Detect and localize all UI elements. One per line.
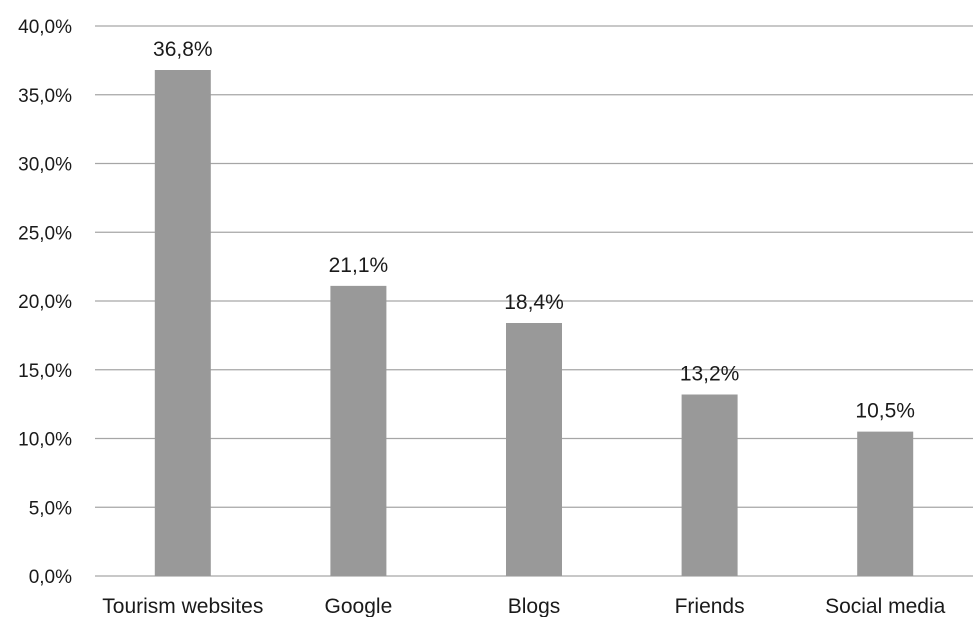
bars bbox=[154, 70, 914, 576]
y-tick-label: 35,0% bbox=[18, 86, 72, 107]
data-labels: 36,8% 21,1% 18,4% 13,2% 10,5% bbox=[153, 38, 915, 423]
y-tick-label: 30,0% bbox=[18, 155, 72, 176]
y-tick-label: 40,0% bbox=[18, 17, 72, 38]
x-category-label: Social media bbox=[825, 595, 946, 617]
bar-tourism-websites bbox=[154, 70, 211, 576]
bar-blogs bbox=[506, 323, 562, 576]
gridlines bbox=[95, 25, 973, 577]
x-category-label: Blogs bbox=[508, 595, 561, 617]
data-label: 36,8% bbox=[153, 38, 213, 61]
y-tick-label: 0,0% bbox=[29, 567, 72, 588]
y-tick-label: 20,0% bbox=[18, 292, 72, 313]
x-axis-category-labels: Tourism websites Google Blogs Friends Social… bbox=[102, 595, 945, 617]
x-category-label: Google bbox=[325, 595, 393, 617]
y-tick-label: 5,0% bbox=[29, 498, 72, 519]
bar-google bbox=[330, 285, 387, 576]
y-tick-label: 10,0% bbox=[18, 430, 72, 451]
y-axis-tick-labels: 0,0% 5,0% 10,0% 15,0% 20,0% 25,0% 30,0% 35,0% 40… bbox=[18, 17, 72, 588]
bar-social-media bbox=[857, 431, 914, 576]
data-label: 13,2% bbox=[680, 363, 740, 386]
y-tick-label: 25,0% bbox=[18, 223, 72, 244]
x-category-label: Friends bbox=[675, 595, 745, 617]
x-category-label: Tourism websites bbox=[102, 595, 263, 617]
y-tick-label: 15,0% bbox=[18, 361, 72, 382]
data-label: 18,4% bbox=[504, 291, 564, 314]
data-label: 21,1% bbox=[329, 254, 389, 277]
bar-friends bbox=[681, 394, 738, 576]
data-label: 10,5% bbox=[855, 400, 915, 423]
